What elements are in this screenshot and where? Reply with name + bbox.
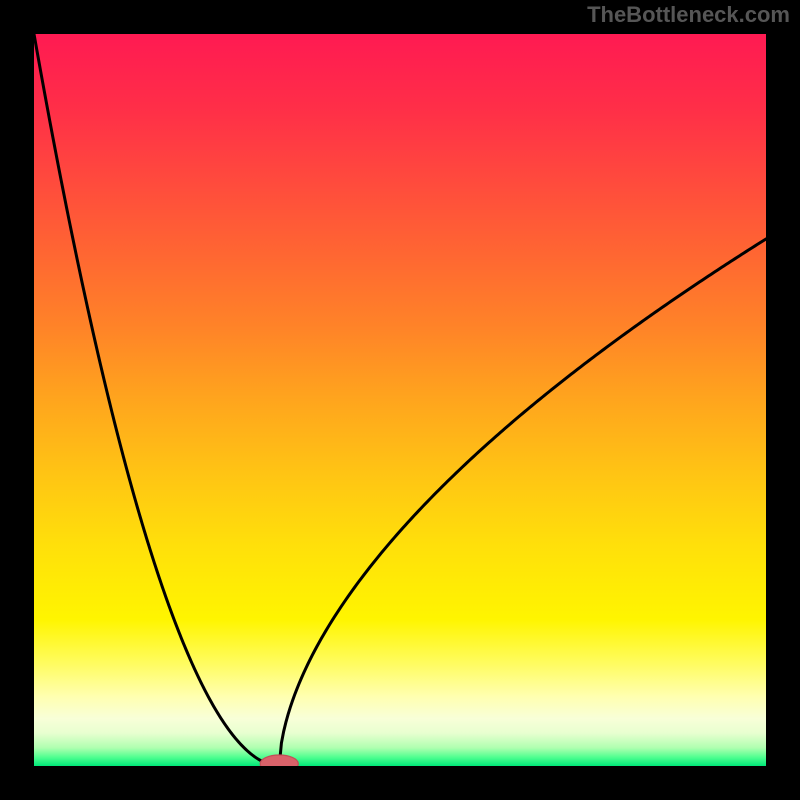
watermark-text: TheBottleneck.com xyxy=(587,2,790,28)
bottleneck-curve-chart xyxy=(34,34,766,766)
chart-frame: TheBottleneck.com xyxy=(0,0,800,800)
plot-background xyxy=(34,34,766,766)
